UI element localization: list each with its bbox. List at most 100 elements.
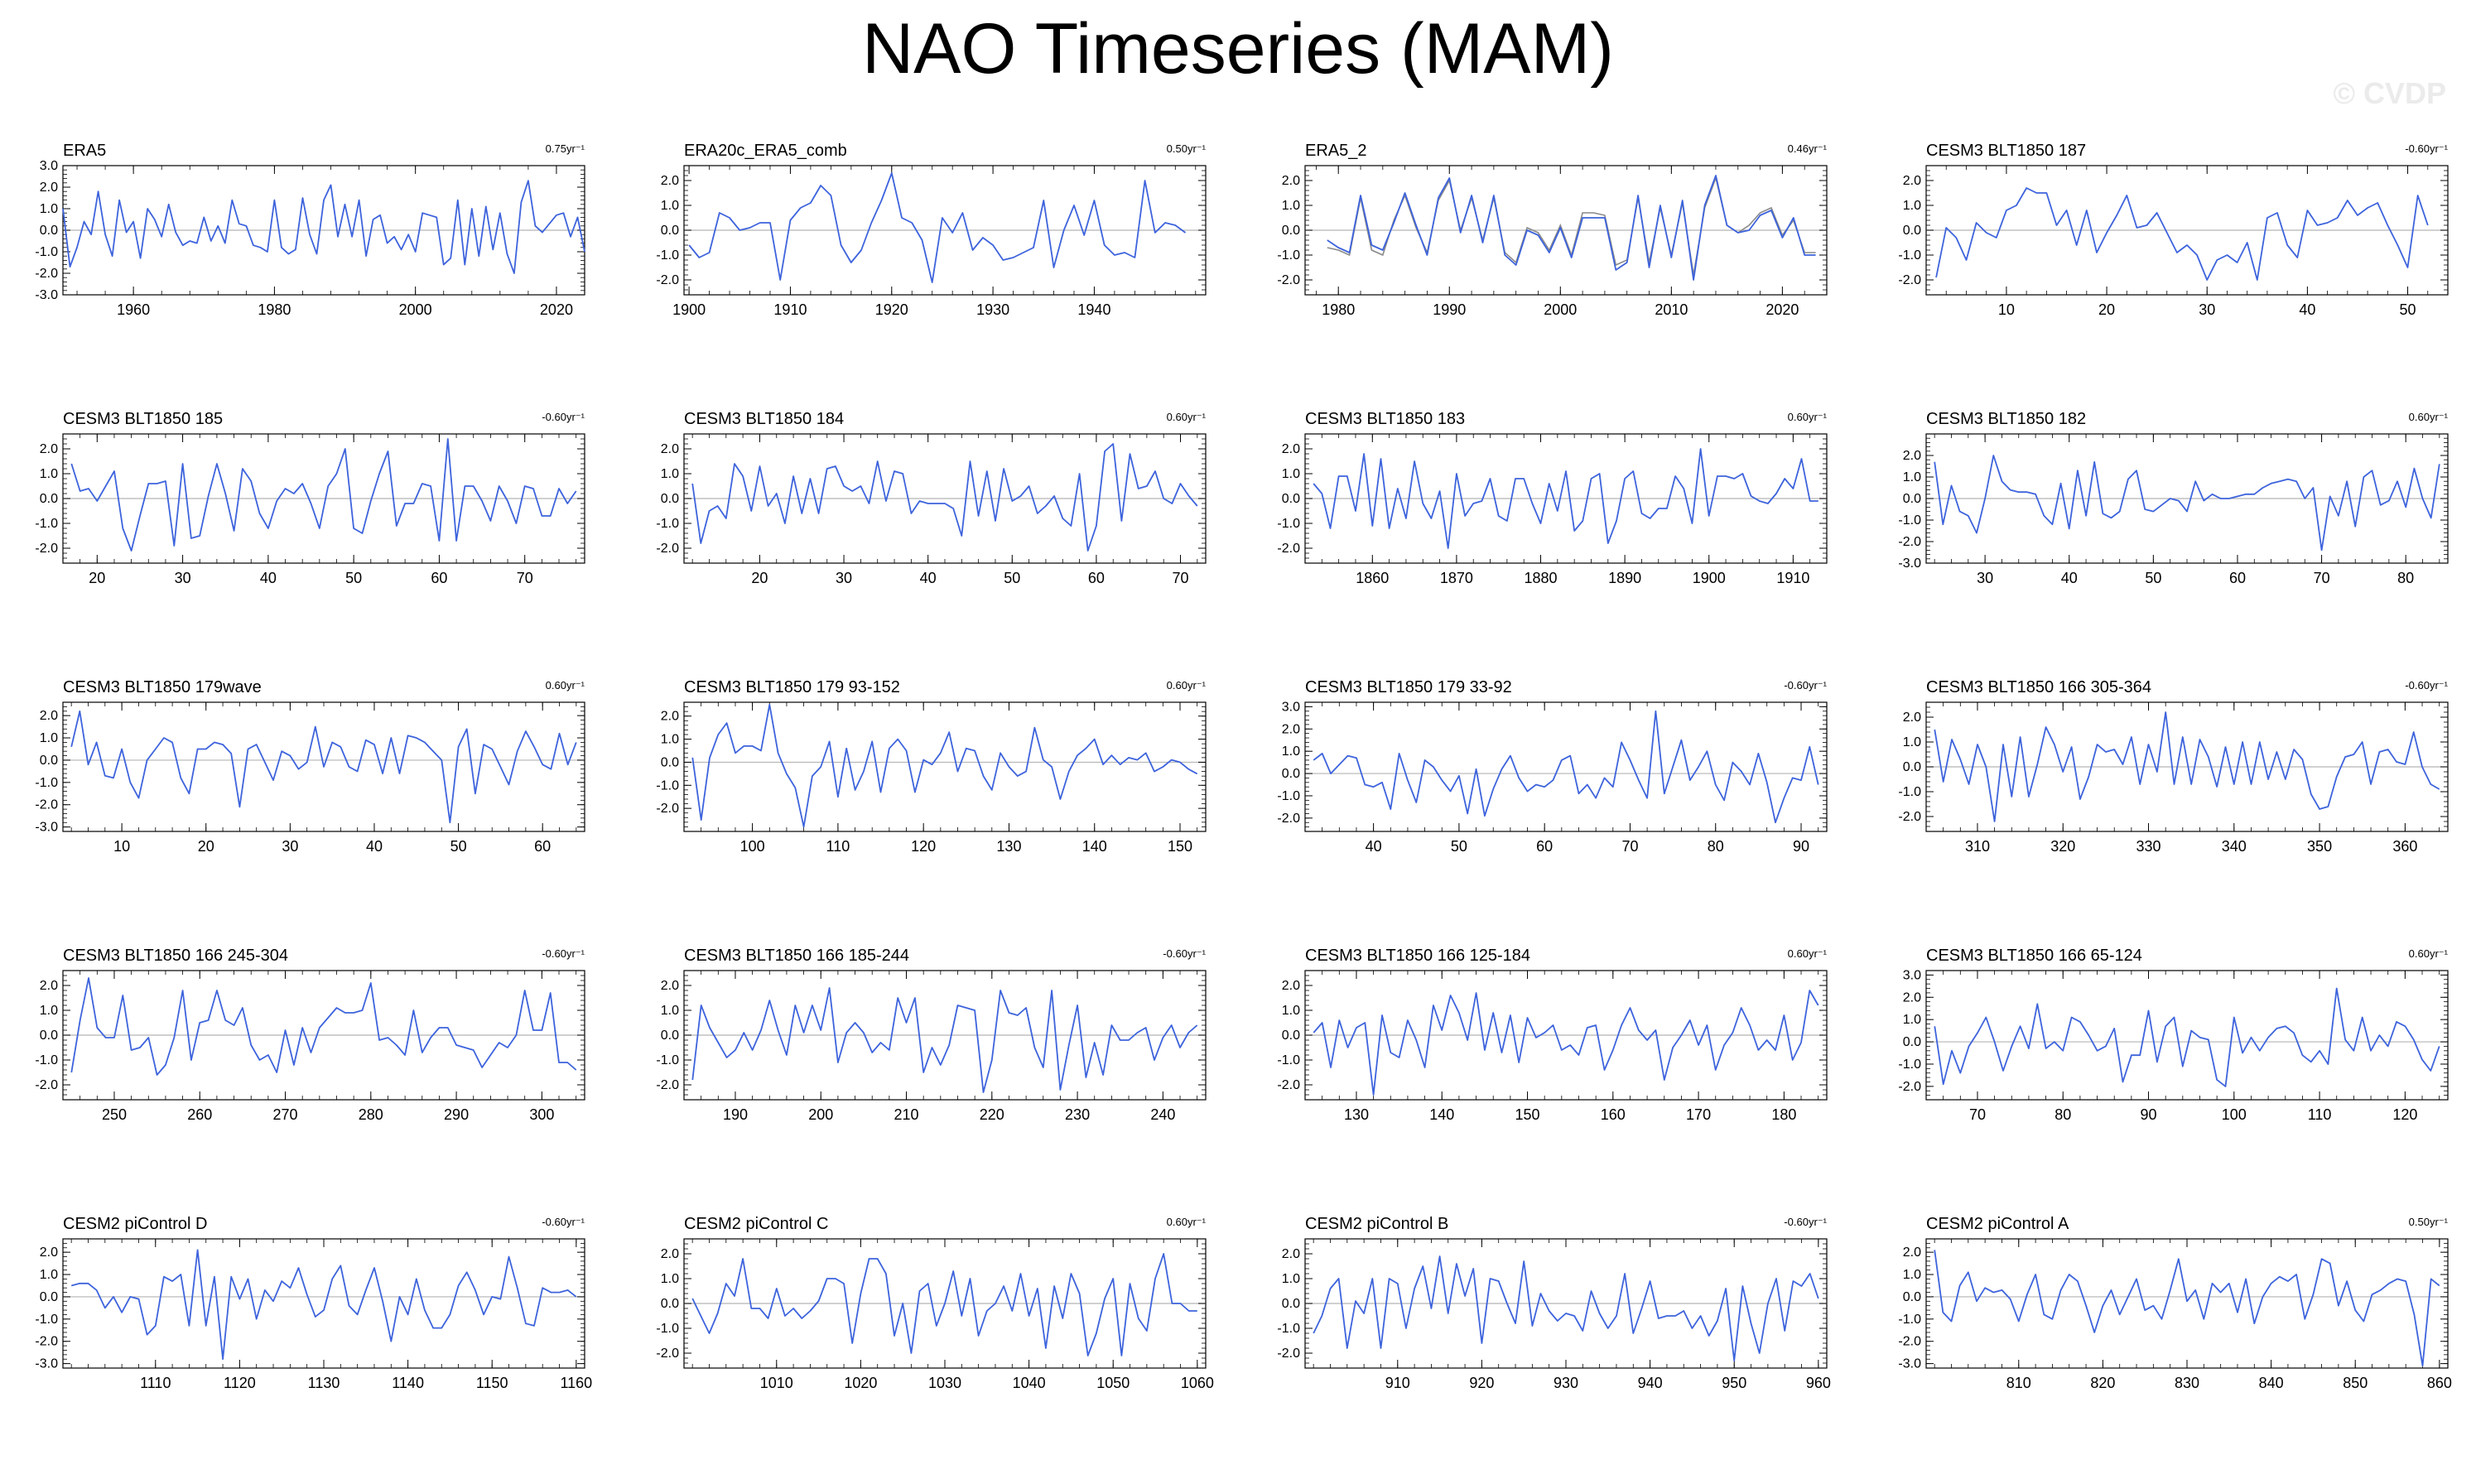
x-tick-label: 1980 (1322, 301, 1355, 318)
nao-panel: CESM3 BLT1850 166 185-244 -0.60yr⁻¹ -2.0 -1… (656, 947, 1206, 1123)
y-tick-label: -1.0 (1898, 785, 1921, 799)
x-tick-label: 860 (2427, 1375, 2452, 1391)
nao-series-line (691, 987, 1198, 1093)
x-tick-label: 220 (980, 1106, 1004, 1123)
x-tick-label: 300 (529, 1106, 554, 1123)
panel-title: CESM3 BLT1850 185 (63, 410, 223, 428)
y-tick-label: 1.0 (1282, 1004, 1300, 1018)
x-tick-label: 1980 (258, 301, 291, 318)
y-tick-label: -2.0 (1898, 1080, 1921, 1094)
x-tick-label: 1880 (1524, 570, 1557, 586)
y-tick-label: -2.0 (1277, 1078, 1300, 1092)
plot-frame (1925, 970, 2449, 1101)
trend-label: 0.60yr⁻¹ (1788, 411, 1828, 423)
x-tick-label: 80 (2055, 1106, 2071, 1123)
x-tick-label: 30 (175, 570, 191, 586)
x-tick-label: 50 (345, 570, 362, 586)
y-tick-label: 0.0 (40, 1029, 58, 1043)
x-tick-label: 120 (2392, 1106, 2417, 1123)
y-tick-label: 0.0 (661, 1029, 679, 1043)
x-tick-label: 30 (1977, 570, 1993, 586)
y-tick-label: -1.0 (656, 248, 679, 263)
y-tick-label: 0.0 (1903, 492, 1921, 506)
y-tick-label: -2.0 (35, 267, 58, 281)
y-tick-label: -2.0 (656, 542, 679, 556)
plot-frame (62, 1238, 585, 1369)
x-tick-label: 830 (2175, 1375, 2199, 1391)
x-tick-label: 810 (2006, 1375, 2031, 1391)
x-tick-label: 100 (740, 838, 765, 855)
x-tick-label: 1960 (117, 301, 150, 318)
nao-panel: CESM3 BLT1850 166 305-364 -0.60yr⁻¹ -2.0 -1… (1898, 678, 2448, 855)
y-tick-label: 0.0 (40, 754, 58, 768)
x-tick-label: 70 (1969, 1106, 1986, 1123)
panel-title: CESM3 BLT1850 166 125-184 (1305, 947, 1530, 965)
x-tick-label: 1910 (773, 301, 807, 318)
nao-panel: CESM3 BLT1850 185 -0.60yr⁻¹ -2.0 -1.0 0.0 1.0… (35, 410, 585, 586)
x-tick-label: 1890 (1608, 570, 1641, 586)
y-tick-label: -2.0 (656, 1347, 679, 1361)
secondary-series-line (1327, 176, 1816, 276)
y-tick-label: 1.0 (1903, 470, 1921, 484)
x-tick-label: 50 (2400, 301, 2416, 318)
y-tick-label: 2.0 (661, 710, 679, 724)
y-tick-label: 0.0 (661, 224, 679, 238)
y-tick-label: -1.0 (656, 1053, 679, 1067)
x-tick-label: 140 (1429, 1106, 1454, 1123)
nao-panel: CESM2 piControl A 0.50yr⁻¹ -3.0 -2.0 -1.0 0.0… (1898, 1215, 2451, 1391)
y-tick-label: -2.0 (1898, 273, 1921, 287)
y-tick-label: -1.0 (656, 1322, 679, 1336)
x-tick-label: 1860 (1356, 570, 1389, 586)
x-tick-label: 160 (1601, 1106, 1626, 1123)
panel-title: CESM2 piControl D (63, 1215, 208, 1233)
nao-panel: CESM3 BLT1850 184 0.60yr⁻¹ -2.0 -1.0 0.0 1.0 2… (656, 410, 1206, 586)
nao-series-line (691, 1253, 1197, 1356)
y-tick-label: 2.0 (1282, 979, 1300, 993)
trend-label: -0.60yr⁻¹ (2405, 142, 2448, 155)
x-tick-label: 2020 (540, 301, 573, 318)
y-tick-label: 2.0 (1903, 711, 1921, 725)
x-tick-label: 180 (1771, 1106, 1796, 1123)
trend-label: -0.60yr⁻¹ (2405, 679, 2448, 691)
x-tick-label: 190 (723, 1106, 748, 1123)
nao-panel: CESM3 BLT1850 179wave 0.60yr⁻¹ -3.0 -2.0 -1.… (35, 678, 585, 855)
y-tick-label: 1.0 (1282, 199, 1300, 213)
x-tick-label: 1940 (1077, 301, 1110, 318)
x-tick-label: 320 (2050, 838, 2075, 855)
y-tick-label: 1.0 (661, 467, 679, 481)
panel-title: CESM3 BLT1850 182 (1926, 410, 2086, 428)
y-tick-label: -3.0 (35, 821, 58, 835)
y-tick-label: 2.0 (1282, 1247, 1300, 1261)
y-tick-label: 0.0 (661, 755, 679, 769)
trend-label: -0.60yr⁻¹ (542, 947, 585, 960)
y-tick-label: 2.0 (1903, 449, 1921, 463)
x-tick-label: 50 (1004, 570, 1020, 586)
y-tick-label: 0.0 (1282, 1297, 1300, 1311)
x-tick-label: 1140 (392, 1375, 424, 1391)
y-tick-label: -2.0 (656, 273, 679, 287)
x-tick-label: 290 (444, 1106, 469, 1123)
y-tick-label: -2.0 (35, 542, 58, 556)
y-tick-label: -2.0 (1898, 810, 1921, 824)
nao-panel: CESM3 BLT1850 183 0.60yr⁻¹ -2.0 -1.0 0.0 1.0 2… (1277, 410, 1827, 586)
y-tick-label: 1.0 (1903, 735, 1921, 749)
y-tick-label: -2.0 (656, 1078, 679, 1092)
x-tick-label: 30 (836, 570, 852, 586)
nao-panel: ERA20c_ERA5_comb 0.50yr⁻¹ -2.0 -1.0 0.0 1.0 2.… (656, 142, 1206, 318)
y-tick-label: 0.0 (40, 492, 58, 506)
trend-label: -0.60yr⁻¹ (542, 411, 585, 423)
y-tick-label: -2.0 (1277, 1347, 1300, 1361)
nao-series-line (1934, 987, 2440, 1087)
nao-panel: CESM2 piControl C 0.60yr⁻¹ -2.0 -1.0 0.0 1.0 2… (656, 1215, 1213, 1391)
trend-label: -0.60yr⁻¹ (542, 1216, 585, 1228)
y-tick-label: -2.0 (35, 1078, 58, 1092)
nao-panel: ERA5 0.75yr⁻¹ -3.0 -2.0 -1.0 0.0 1.0 2.0 3.0 1960… (35, 142, 585, 318)
x-tick-label: 840 (2259, 1375, 2284, 1391)
y-tick-label: 2.0 (40, 1246, 58, 1260)
trend-label: 0.75yr⁻¹ (546, 142, 585, 155)
x-tick-label: 1910 (1776, 570, 1809, 586)
y-tick-label: 2.0 (40, 979, 58, 993)
panel-title: CESM2 piControl B (1305, 1215, 1448, 1233)
y-tick-label: -1.0 (656, 517, 679, 531)
x-tick-label: 920 (1469, 1375, 1494, 1391)
